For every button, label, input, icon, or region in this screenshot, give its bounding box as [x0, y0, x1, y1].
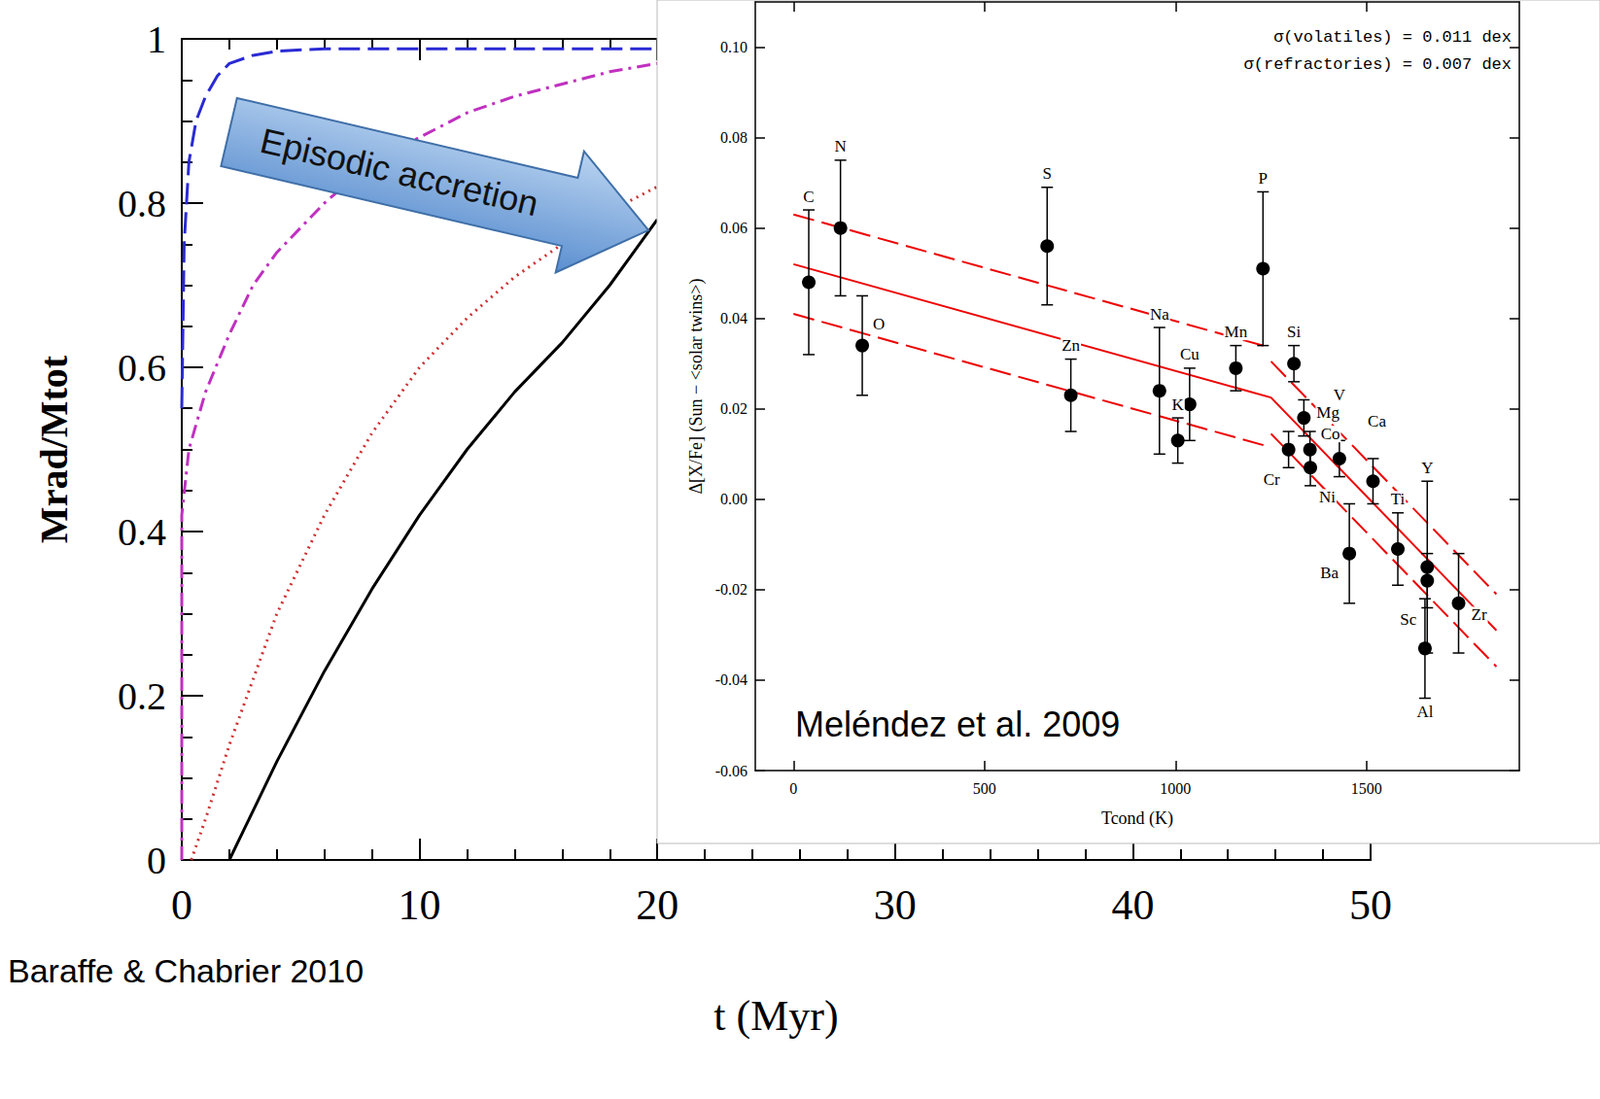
svg-text:Ni: Ni: [1319, 487, 1336, 507]
svg-text:0: 0: [146, 838, 167, 883]
svg-text:0.10: 0.10: [720, 38, 748, 56]
svg-text:40: 40: [1111, 881, 1154, 930]
svg-text:1000: 1000: [1159, 780, 1191, 798]
svg-text:σ(volatiles) = 0.011 dex: σ(volatiles) = 0.011 dex: [1273, 28, 1512, 47]
svg-text:0: 0: [171, 881, 193, 930]
svg-text:O: O: [872, 314, 885, 334]
svg-text:0.08: 0.08: [720, 129, 748, 146]
svg-text:-0.04: -0.04: [715, 671, 748, 689]
svg-text:Mrad/Mtot: Mrad/Mtot: [32, 354, 76, 544]
svg-text:Co: Co: [1321, 424, 1341, 444]
svg-text:V: V: [1333, 385, 1347, 405]
svg-text:500: 500: [973, 780, 997, 798]
svg-text:-0.06: -0.06: [715, 763, 748, 780]
svg-text:0.4: 0.4: [117, 510, 167, 555]
svg-text:Al: Al: [1416, 702, 1433, 722]
svg-text:S: S: [1043, 164, 1052, 183]
svg-text:0.8: 0.8: [117, 181, 167, 226]
svg-text:0: 0: [789, 780, 798, 798]
svg-text:0.6: 0.6: [117, 346, 167, 390]
svg-text:Cu: Cu: [1180, 345, 1200, 364]
svg-text:0.04: 0.04: [720, 310, 748, 327]
svg-text:P: P: [1258, 169, 1268, 188]
svg-text:50: 50: [1349, 881, 1392, 930]
svg-text:30: 30: [873, 881, 917, 930]
svg-text:-0.02: -0.02: [715, 581, 748, 598]
svg-text:t (Myr): t (Myr): [713, 992, 838, 1041]
svg-text:Ca: Ca: [1367, 412, 1387, 431]
svg-text:C: C: [802, 187, 814, 207]
svg-text:1: 1: [146, 17, 167, 62]
svg-text:Sc: Sc: [1399, 610, 1417, 629]
svg-text:Y: Y: [1421, 458, 1433, 478]
svg-text:Δ[X/Fe] (Sun − <solar twins>): Δ[X/Fe] (Sun − <solar twins>): [686, 278, 707, 494]
svg-text:0.06: 0.06: [720, 219, 748, 237]
svg-text:Zr: Zr: [1471, 605, 1488, 625]
svg-text:Ti: Ti: [1391, 489, 1406, 509]
svg-text:Meléndez et al. 2009: Meléndez et al. 2009: [795, 704, 1120, 745]
svg-text:20: 20: [635, 881, 679, 930]
svg-text:Na: Na: [1149, 305, 1170, 324]
svg-text:Ba: Ba: [1320, 563, 1339, 583]
svg-text:N: N: [834, 137, 846, 156]
svg-text:Episodic accretion: Episodic accretion: [256, 120, 543, 225]
svg-text:σ(refractories) = 0.007 dex: σ(refractories) = 0.007 dex: [1244, 55, 1512, 74]
svg-text:0.02: 0.02: [720, 400, 748, 418]
svg-text:Mg: Mg: [1316, 403, 1340, 422]
svg-text:0.2: 0.2: [117, 674, 167, 719]
svg-text:Baraffe & Chabrier 2010: Baraffe & Chabrier 2010: [7, 952, 364, 990]
svg-text:Zn: Zn: [1061, 336, 1080, 355]
svg-text:1500: 1500: [1351, 780, 1383, 798]
svg-text:Tcond (K): Tcond (K): [1101, 808, 1174, 830]
svg-text:Si: Si: [1286, 322, 1301, 342]
svg-text:Cr: Cr: [1263, 470, 1281, 489]
svg-text:10: 10: [398, 881, 442, 930]
svg-text:K: K: [1172, 395, 1185, 415]
svg-text:0.00: 0.00: [720, 490, 748, 508]
svg-text:Mn: Mn: [1224, 322, 1249, 342]
